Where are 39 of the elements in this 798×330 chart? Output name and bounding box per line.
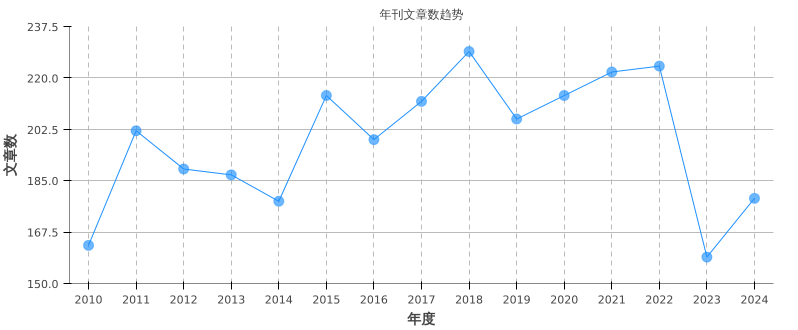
x-tick-label: 2021: [598, 294, 626, 306]
x-tick-label: 2022: [645, 294, 674, 306]
x-tick-label: 2012: [170, 294, 198, 306]
y-tick-label: 202.5: [27, 124, 59, 137]
x-tick-label: 2016: [360, 294, 388, 306]
x-tick-label: 2015: [312, 294, 340, 306]
x-tick-label: 2017: [408, 294, 436, 306]
y-tick-label: 167.5: [27, 226, 59, 240]
chart-title: 年刊文章数趋势: [380, 8, 464, 22]
x-tick-label: 2013: [217, 294, 246, 306]
point: [416, 96, 427, 107]
y-tick-label: 237.5: [27, 21, 59, 34]
point: [83, 240, 94, 251]
x-tick-label: 2019: [502, 294, 531, 306]
point: [558, 90, 570, 102]
x-tick-label: 2010: [74, 294, 103, 306]
y-axis-title: 文章数: [2, 133, 20, 177]
point: [178, 163, 190, 174]
point: [226, 169, 237, 180]
point: [606, 66, 618, 78]
point: [130, 125, 142, 136]
point: [273, 196, 284, 207]
point: [464, 46, 475, 57]
y-tick-label: 185.0: [27, 175, 59, 188]
y-tick-label: 220.0: [27, 72, 59, 86]
x-tick-label: 2014: [264, 294, 293, 306]
y-tick-label: 150.0: [27, 278, 59, 291]
x-tick-label: 2024: [740, 294, 768, 306]
x-tick-label: 2011: [122, 294, 150, 306]
point: [511, 114, 522, 125]
x-tick-label: 2018: [455, 294, 484, 306]
x-tick-label: 2023: [692, 294, 721, 306]
x-axis-title: 年度: [406, 310, 436, 328]
point: [701, 252, 712, 263]
point: [654, 60, 665, 72]
x-tick-label: 2020: [550, 294, 578, 306]
point: [320, 90, 332, 102]
point: [748, 192, 760, 204]
point: [368, 134, 380, 146]
